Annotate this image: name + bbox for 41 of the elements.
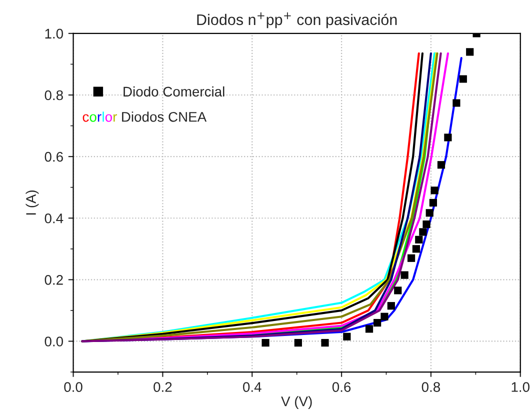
point	[412, 245, 420, 253]
x-tick-label: 0.2	[154, 382, 172, 392]
point	[437, 161, 446, 169]
point	[452, 99, 460, 107]
x-tick-label: 0.8	[422, 382, 440, 392]
y-tick-label: 1.0	[45, 28, 64, 39]
y-tick-label: 0.8	[44, 90, 63, 100]
point	[407, 254, 416, 262]
x-tick-label: 0.0	[64, 382, 82, 392]
y-tick-label: 0.0	[44, 336, 64, 346]
legend-label: Diodo Comercial	[124, 86, 224, 97]
point	[321, 338, 329, 347]
x-tick-label: 1.0	[512, 382, 530, 392]
point	[466, 48, 474, 56]
point	[444, 134, 452, 142]
y-tick-label: 0.6	[44, 152, 63, 162]
y-tick-label: 0.2	[44, 275, 63, 285]
point	[400, 271, 408, 279]
point	[394, 286, 402, 294]
point	[459, 75, 467, 83]
point	[430, 186, 438, 194]
x-tick-label: 0.4	[243, 382, 262, 392]
point	[419, 228, 427, 236]
point	[422, 220, 430, 228]
chart-title: Diodos n$^{+}$pp$^{+}$ con pasivación	[197, 12, 397, 28]
point	[365, 325, 374, 333]
y-tick-label: 0.4	[44, 213, 64, 224]
point	[426, 209, 434, 217]
point	[380, 312, 388, 320]
annotation: Diodos CNEA	[122, 112, 207, 122]
point	[387, 302, 395, 310]
point	[294, 338, 302, 347]
point	[343, 332, 351, 340]
point	[415, 236, 423, 244]
point	[374, 318, 382, 327]
x-tick-label: 0.6	[332, 382, 351, 392]
annotation: corlor	[82, 112, 117, 122]
point	[429, 198, 437, 207]
y-axis-title: I (A)	[26, 190, 39, 215]
x-axis-title: V (V)	[281, 396, 312, 410]
point	[262, 338, 270, 347]
